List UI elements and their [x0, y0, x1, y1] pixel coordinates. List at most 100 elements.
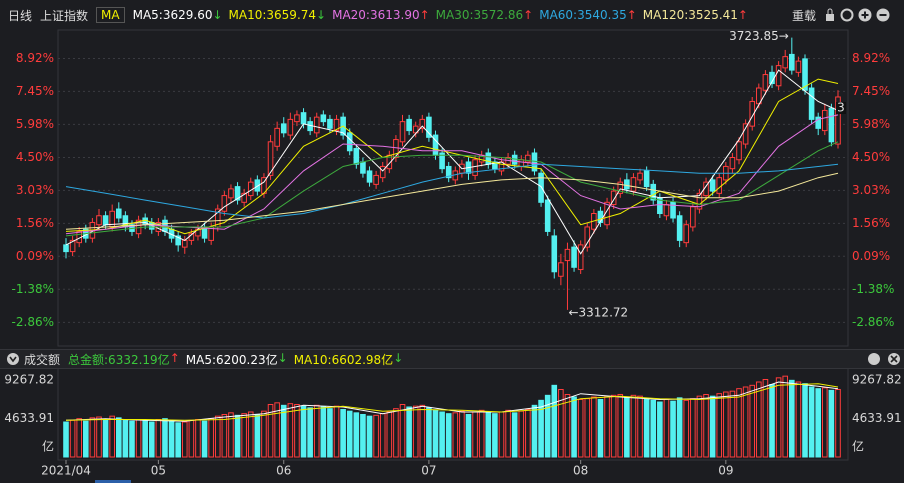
volume-bar: [393, 408, 399, 458]
volume-bar: [808, 386, 815, 458]
legend-trend: ↓: [212, 8, 223, 22]
volume-bar: [129, 420, 135, 458]
candle-body: [439, 152, 445, 170]
y2-tick-label: 7.45%: [852, 84, 890, 98]
candle-body: [624, 179, 630, 190]
settings-icon[interactable]: [868, 353, 880, 365]
volume-bar: [650, 399, 657, 458]
volume-bar: [703, 394, 709, 458]
volume-bar: [835, 389, 841, 458]
candle-body: [795, 60, 802, 73]
volume-bar: [69, 419, 76, 458]
volume-bar: [419, 404, 426, 458]
last-label: 3: [837, 100, 845, 114]
y2-tick-label: 9267.82: [852, 372, 902, 386]
max-label: 3723.85→: [729, 29, 789, 43]
y-tick-label: 4.50%: [16, 150, 54, 164]
volume-bar: [142, 419, 148, 458]
candle-body: [399, 121, 406, 143]
volume-bar: [366, 415, 373, 458]
volume-bar: [610, 394, 617, 458]
volume-bar: [736, 388, 742, 458]
volume-bar: [267, 404, 274, 458]
symbol-button[interactable]: 上证指数: [40, 8, 89, 23]
volume-bar: [782, 375, 789, 458]
legend-label: MA5:6200.23亿: [185, 352, 278, 367]
volume-bar: [426, 407, 432, 458]
volume-bar: [505, 409, 511, 458]
reload-button[interactable]: 重载: [791, 8, 816, 23]
period-button[interactable]: 日线: [8, 8, 33, 23]
volume-bar: [551, 384, 558, 458]
candle-body: [63, 244, 69, 253]
volume-bar: [274, 402, 280, 458]
candle-body: [749, 100, 756, 127]
ma-line: [65, 114, 839, 235]
volume-legend: 总金额:6332.19亿 ↑ MA5:6200.23亿 ↓ MA10:6602.98亿 ↓: [68, 351, 409, 368]
volume-bar: [511, 412, 518, 458]
ma-line: [65, 69, 839, 255]
legend-label: MA10:6602.98亿: [293, 352, 394, 367]
candle-body: [445, 165, 452, 179]
volume-bar: [472, 411, 478, 458]
volume-bar: [135, 419, 142, 458]
candle-body: [333, 118, 340, 132]
volume-bar: [280, 404, 287, 458]
ma-button[interactable]: MA: [96, 7, 125, 23]
candle-body: [69, 239, 76, 253]
volume-bar: [175, 422, 181, 458]
volume-bar: [412, 405, 419, 458]
volume-bar: [82, 420, 89, 458]
legend-label: MA30:3572.86: [435, 8, 524, 22]
volume-bar: [789, 379, 795, 458]
y2-tick-label: 5.98%: [852, 117, 890, 131]
volume-bar: [340, 409, 346, 458]
volume-bar: [241, 413, 247, 458]
candle-body: [558, 262, 564, 277]
y2-tick-label: -2.86%: [852, 315, 894, 329]
unit-label: 亿: [852, 439, 864, 454]
candle-body: [828, 107, 835, 143]
ma-line: [65, 381, 839, 422]
volume-bar: [208, 418, 214, 458]
x-tick-label: 2021/04: [41, 464, 91, 478]
volume-bar: [822, 387, 828, 458]
volume-bar: [591, 396, 597, 458]
candle-body: [419, 118, 426, 129]
volume-bar: [709, 395, 716, 458]
volume-bar: [676, 397, 683, 458]
candle-body: [320, 114, 327, 123]
candle-body: [96, 215, 102, 226]
volume-bar: [122, 419, 129, 458]
volume-bar: [228, 412, 234, 458]
volume-bar: [617, 394, 624, 458]
volume-bar: [89, 417, 96, 458]
candle-body: [267, 141, 274, 176]
candle-body: [670, 201, 676, 219]
candle-body: [181, 239, 188, 248]
settings-icon[interactable]: [840, 8, 854, 22]
volume-bar: [109, 415, 115, 458]
volume-bar: [155, 419, 162, 458]
lock-icon[interactable]: [826, 14, 834, 21]
y-tick-label: 1.56%: [16, 216, 54, 230]
y2-tick-label: 8.92%: [852, 51, 890, 65]
y-tick-label: 5.98%: [16, 117, 54, 131]
candle-body: [544, 199, 551, 232]
volume-bar: [577, 399, 584, 458]
volume-bar: [360, 414, 366, 458]
candle-body: [551, 235, 558, 273]
volume-bar: [313, 404, 320, 458]
volume-bar: [683, 399, 690, 458]
legend-trend: ↑: [626, 8, 637, 22]
candle-body: [472, 159, 478, 176]
volume-bar: [373, 414, 379, 458]
candle-body: [175, 235, 181, 246]
collapse-icon[interactable]: [4, 351, 24, 367]
volume-bar: [663, 399, 670, 458]
volume-bar: [749, 384, 756, 458]
volume-bar: [346, 410, 353, 458]
candle-body: [221, 195, 228, 212]
volume-bar: [148, 421, 155, 458]
